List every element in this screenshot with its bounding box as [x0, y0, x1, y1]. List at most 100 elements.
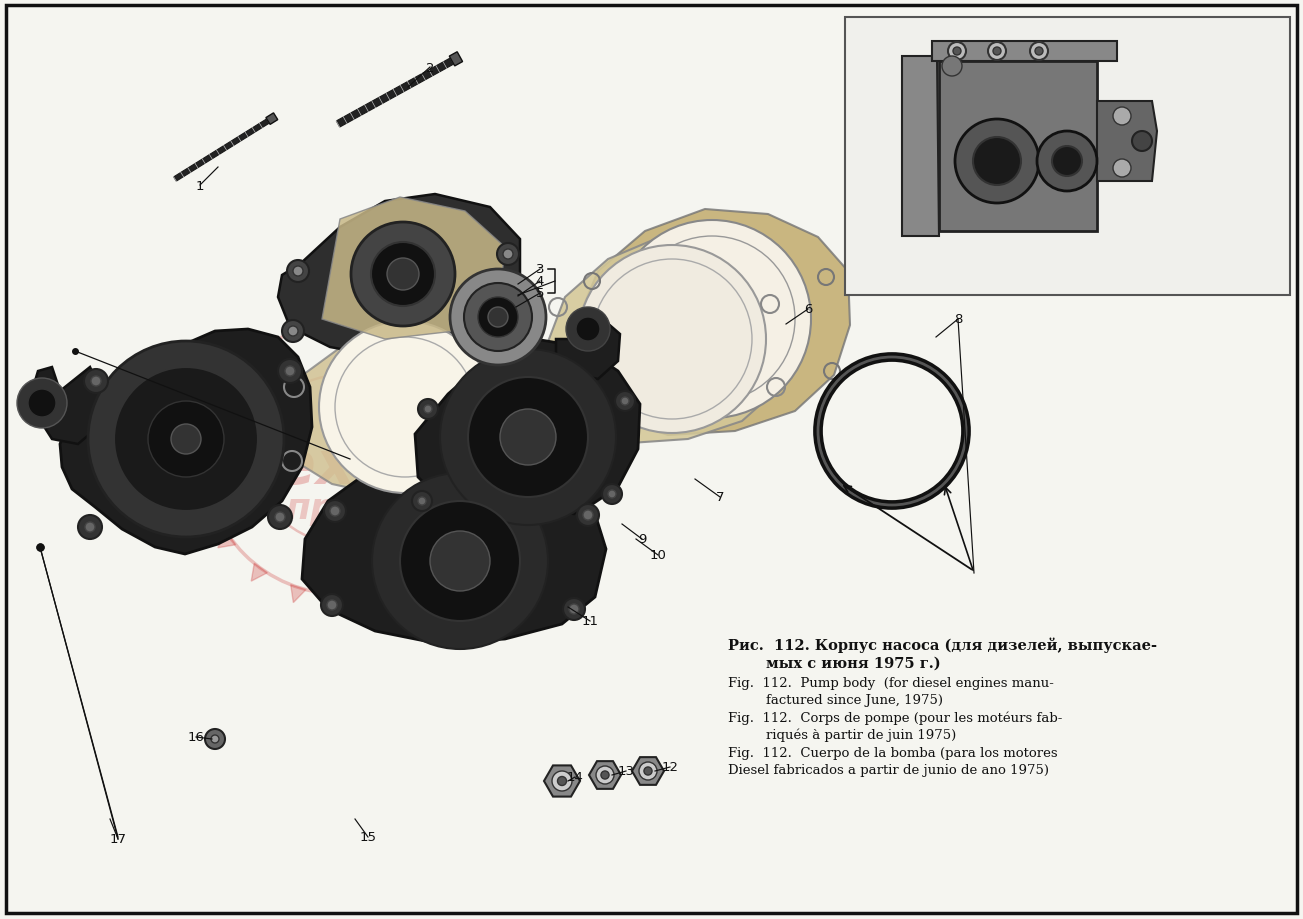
Circle shape — [949, 43, 966, 61]
Polygon shape — [474, 451, 491, 468]
Circle shape — [558, 777, 567, 786]
Text: 13: 13 — [618, 765, 635, 777]
Polygon shape — [218, 532, 236, 548]
Polygon shape — [60, 330, 311, 554]
Circle shape — [952, 48, 962, 56]
Circle shape — [577, 505, 599, 527]
Circle shape — [371, 243, 435, 307]
Polygon shape — [336, 59, 453, 128]
Circle shape — [1037, 131, 1097, 192]
Polygon shape — [302, 448, 606, 644]
Text: 9: 9 — [637, 533, 646, 546]
Circle shape — [1113, 108, 1131, 126]
Circle shape — [83, 369, 108, 393]
Circle shape — [387, 259, 420, 290]
Circle shape — [278, 359, 302, 383]
Polygon shape — [413, 563, 429, 582]
Circle shape — [566, 308, 610, 352]
Circle shape — [582, 510, 593, 520]
Polygon shape — [444, 532, 463, 548]
Circle shape — [602, 484, 622, 505]
Text: Diesel fabricados a partir de junio de ano 1975): Diesel fabricados a partir de junio de a… — [728, 763, 1049, 777]
Circle shape — [78, 516, 102, 539]
Circle shape — [500, 410, 556, 466]
Circle shape — [1132, 131, 1152, 152]
Circle shape — [503, 250, 513, 260]
Polygon shape — [197, 494, 214, 509]
Circle shape — [281, 321, 304, 343]
Bar — [846, 18, 1290, 296]
Circle shape — [477, 333, 499, 355]
Polygon shape — [218, 371, 236, 387]
Text: 7: 7 — [715, 491, 724, 504]
Circle shape — [113, 368, 258, 512]
Text: 15: 15 — [360, 831, 377, 844]
Text: пробца: пробца — [285, 490, 438, 525]
Text: 1: 1 — [195, 179, 205, 192]
Circle shape — [483, 338, 493, 348]
Circle shape — [601, 771, 609, 779]
Text: 17: 17 — [109, 833, 126, 845]
Circle shape — [430, 531, 490, 591]
Circle shape — [288, 326, 298, 336]
Polygon shape — [465, 494, 483, 509]
Polygon shape — [266, 114, 278, 125]
Polygon shape — [189, 451, 206, 468]
Polygon shape — [556, 322, 620, 380]
Polygon shape — [33, 368, 102, 445]
Text: 5: 5 — [536, 287, 545, 301]
Polygon shape — [278, 322, 532, 497]
Circle shape — [330, 506, 340, 516]
Text: Fig.  112.  Cuerpo de la bomba (para los motores: Fig. 112. Cuerpo de la bomba (para los m… — [728, 746, 1058, 759]
Text: 2: 2 — [426, 62, 434, 74]
Polygon shape — [251, 337, 267, 356]
Polygon shape — [902, 57, 939, 237]
Polygon shape — [322, 198, 506, 340]
Text: 8: 8 — [954, 313, 962, 326]
Polygon shape — [413, 337, 429, 356]
Circle shape — [552, 771, 572, 791]
Polygon shape — [173, 119, 270, 182]
Polygon shape — [444, 371, 463, 387]
Circle shape — [988, 43, 1006, 61]
Circle shape — [622, 398, 629, 405]
Circle shape — [400, 502, 520, 621]
Circle shape — [211, 735, 219, 743]
Circle shape — [1035, 48, 1042, 56]
Circle shape — [418, 400, 438, 420]
Circle shape — [579, 245, 766, 434]
Circle shape — [1029, 43, 1048, 61]
Polygon shape — [374, 585, 390, 603]
Circle shape — [91, 377, 102, 387]
Circle shape — [412, 492, 433, 512]
Circle shape — [563, 598, 585, 620]
Text: 11: 11 — [581, 615, 598, 628]
Circle shape — [319, 322, 491, 494]
Circle shape — [942, 57, 962, 77]
Circle shape — [423, 405, 433, 414]
Circle shape — [615, 391, 635, 412]
Circle shape — [464, 284, 532, 352]
Polygon shape — [632, 757, 665, 785]
Circle shape — [496, 244, 519, 266]
Text: factured since June, 1975): factured since June, 1975) — [766, 693, 943, 706]
Circle shape — [638, 762, 657, 780]
Circle shape — [351, 222, 455, 326]
Polygon shape — [374, 316, 390, 334]
Circle shape — [418, 497, 426, 505]
Text: Fig.  112.  Pump body  (for diesel engines manu-: Fig. 112. Pump body (for diesel engines … — [728, 676, 1054, 689]
Circle shape — [478, 298, 519, 337]
Text: 14: 14 — [567, 771, 584, 784]
Circle shape — [371, 473, 549, 650]
Text: 16: 16 — [188, 731, 205, 743]
Circle shape — [468, 378, 588, 497]
Circle shape — [275, 513, 285, 522]
Circle shape — [644, 767, 652, 776]
Polygon shape — [576, 210, 850, 436]
Polygon shape — [332, 309, 348, 325]
Polygon shape — [332, 594, 348, 610]
Polygon shape — [450, 52, 463, 67]
Text: riqués à partir de juin 1975): riqués à partir de juin 1975) — [766, 728, 956, 742]
Text: 4: 4 — [536, 275, 545, 289]
Polygon shape — [589, 761, 622, 789]
